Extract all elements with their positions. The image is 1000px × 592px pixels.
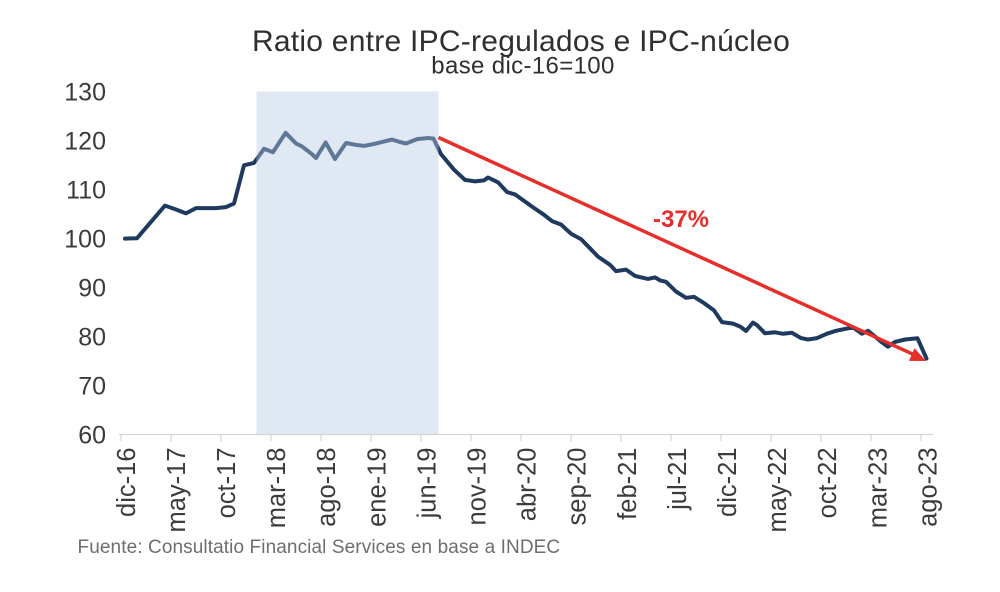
svg-text:dic-21: dic-21 — [714, 448, 742, 517]
svg-text:80: 80 — [78, 323, 106, 351]
svg-text:70: 70 — [78, 372, 106, 400]
svg-text:mar-23: mar-23 — [864, 448, 892, 529]
svg-text:ago-23: ago-23 — [914, 448, 942, 527]
svg-text:abr-20: abr-20 — [514, 448, 542, 522]
svg-text:sep-20: sep-20 — [564, 448, 592, 526]
svg-text:90: 90 — [78, 274, 106, 302]
svg-text:110: 110 — [66, 176, 106, 204]
svg-text:may-22: may-22 — [764, 448, 792, 533]
svg-text:ago-18: ago-18 — [313, 448, 341, 527]
svg-text:jul-21: jul-21 — [664, 448, 692, 511]
svg-text:oct-17: oct-17 — [213, 448, 241, 519]
svg-text:nov-19: nov-19 — [464, 448, 492, 526]
svg-text:ene-19: ene-19 — [363, 448, 391, 527]
svg-text:mar-18: mar-18 — [263, 448, 291, 529]
svg-text:oct-22: oct-22 — [814, 448, 842, 519]
svg-text:jun-19: jun-19 — [413, 448, 441, 520]
svg-text:base dic-16=100: base dic-16=100 — [431, 53, 614, 80]
svg-text:100: 100 — [64, 225, 106, 253]
svg-text:Fuente: Consultatio Financial: Fuente: Consultatio Financial Services e… — [78, 537, 561, 558]
svg-text:Ratio entre IPC-regulados e IP: Ratio entre IPC-regulados e IPC-núcleo — [252, 25, 790, 58]
svg-text:dic-16: dic-16 — [113, 448, 141, 517]
svg-text:60: 60 — [78, 421, 106, 449]
svg-text:120: 120 — [64, 128, 106, 156]
svg-text:may-17: may-17 — [163, 448, 191, 533]
svg-text:feb-21: feb-21 — [614, 448, 642, 520]
svg-text:130: 130 — [64, 79, 106, 107]
svg-text:-37%: -37% — [653, 206, 709, 233]
